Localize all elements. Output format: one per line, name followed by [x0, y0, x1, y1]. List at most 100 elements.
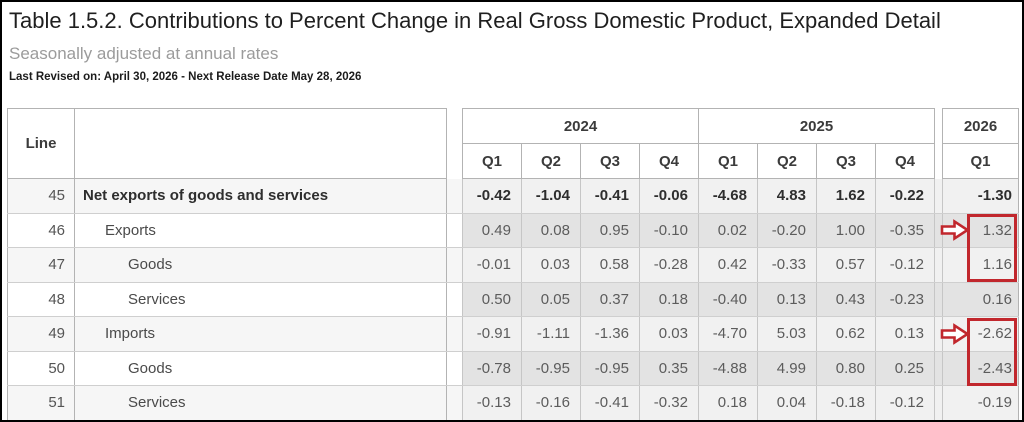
value-cell: 0.18	[639, 282, 699, 317]
value-cell: -4.88	[698, 351, 758, 386]
quarter-header: Q3	[816, 143, 876, 179]
value-cell: 4.83	[757, 178, 817, 214]
value-cell: 4.99	[757, 351, 817, 386]
column-gap	[446, 108, 463, 179]
table-body: 45 Net exports of goods and services -0.42…	[7, 178, 1019, 420]
line-number-cell: 50	[7, 351, 75, 386]
value-cell: 0.03	[639, 316, 699, 352]
value-cell: -4.70	[698, 316, 758, 352]
table-row: 46 Exports 0.49 0.08 0.95 -0.10 0.02 -0.20 1.00-…	[7, 213, 1019, 248]
value-cell: -0.33	[757, 247, 817, 283]
value-cell: 0.57	[816, 247, 876, 283]
value-cell: -0.28	[639, 247, 699, 283]
value-cell: -0.78	[462, 351, 522, 386]
quarter-header: Q3	[580, 143, 640, 179]
value-cell: -0.42	[462, 178, 522, 214]
year-header-2024: 2024	[462, 108, 699, 144]
gdp-contributions-table: Line 2024 2025 2026 Q1 Q2 Q3 Q4 Q1 Q2 Q3…	[7, 108, 1019, 420]
year-header-row: Line 2024 2025 2026	[7, 108, 1019, 179]
value-cell: -0.19	[942, 385, 1019, 420]
value-cell: 0.35	[639, 351, 699, 386]
value-cell: 0.37	[580, 282, 640, 317]
value-cell: -0.41	[580, 385, 640, 420]
value-cell: -0.13	[462, 385, 522, 420]
page-subtitle: Seasonally adjusted at annual rates	[9, 44, 279, 63]
value-cell: 0.42	[698, 247, 758, 283]
value-cell: -0.32	[639, 385, 699, 420]
value-cell: -0.10	[639, 213, 699, 248]
quarter-header: Q4	[875, 143, 935, 179]
column-gap	[446, 385, 463, 420]
value-cell: 0.49	[462, 213, 522, 248]
value-cell: 1.16	[942, 247, 1019, 283]
value-cell: -0.23	[875, 282, 935, 317]
value-cell: 0.58	[580, 247, 640, 283]
table-row: 51 Services -0.13 -0.16 -0.41 -0.32 0.18 0.04 -0…	[7, 385, 1019, 420]
quarter-header: Q1	[942, 143, 1019, 179]
line-number-cell: 48	[7, 282, 75, 317]
value-cell: -2.43	[942, 351, 1019, 386]
column-gap	[446, 351, 463, 386]
value-cell: 0.50	[462, 282, 522, 317]
value-cell: -0.35	[875, 213, 935, 248]
value-cell: -1.04	[521, 178, 581, 214]
table-row: 50 Goods -0.78 -0.95 -0.95 0.35 -4.88 4.99 0.80 0…	[7, 351, 1019, 386]
value-cell: -0.95	[580, 351, 640, 386]
quarter-header: Q1	[698, 143, 758, 179]
value-cell: 0.18	[698, 385, 758, 420]
value-cell: 0.25	[875, 351, 935, 386]
column-gap	[934, 385, 943, 420]
table-row: 45 Net exports of goods and services -0.42…	[7, 178, 1019, 214]
value-cell: 0.16	[942, 282, 1019, 317]
value-cell: 0.13	[757, 282, 817, 317]
line-number-cell: 45	[7, 178, 75, 214]
value-cell: 0.02	[698, 213, 758, 248]
value-cell: 0.62	[816, 316, 876, 352]
quarter-header: Q2	[521, 143, 581, 179]
value-cell: -0.01	[462, 247, 522, 283]
value-cell: -4.68	[698, 178, 758, 214]
value-cell: 0.05	[521, 282, 581, 317]
value-cell: -0.12	[875, 385, 935, 420]
quarter-header: Q4	[639, 143, 699, 179]
value-cell: -2.62	[942, 316, 1019, 352]
column-gap	[446, 316, 463, 352]
value-cell: -1.30	[942, 178, 1019, 214]
value-cell: -0.41	[580, 178, 640, 214]
value-cell: 0.03	[521, 247, 581, 283]
quarter-header: Q1	[462, 143, 522, 179]
value-cell: -0.16	[521, 385, 581, 420]
table-row: 48 Services 0.50 0.05 0.37 0.18 -0.40 0.13 0.43-…	[7, 282, 1019, 317]
value-cell: -0.40	[698, 282, 758, 317]
column-gap	[934, 351, 943, 386]
value-cell: 0.95	[580, 213, 640, 248]
column-gap	[934, 178, 943, 214]
row-label-cell: Imports	[74, 316, 447, 352]
value-cell: -0.18	[816, 385, 876, 420]
row-label-cell: Net exports of goods and services	[74, 178, 447, 214]
line-number-cell: 46	[7, 213, 75, 248]
value-cell: 0.80	[816, 351, 876, 386]
value-cell: -0.22	[875, 178, 935, 214]
column-gap	[934, 213, 943, 248]
column-gap	[934, 282, 943, 317]
column-gap	[934, 316, 943, 352]
year-header-2026: 2026	[942, 108, 1019, 144]
row-label-cell: Goods	[74, 351, 447, 386]
row-label-cell: Services	[74, 282, 447, 317]
column-gap	[446, 282, 463, 317]
line-column-header: Line	[7, 108, 75, 179]
value-cell: -0.12	[875, 247, 935, 283]
line-number-cell: 49	[7, 316, 75, 352]
table-row: 47 Goods -0.01 0.03 0.58 -0.28 0.42 -0.33 0.57 -0…	[7, 247, 1019, 283]
column-gap	[934, 108, 943, 179]
row-label-cell: Services	[74, 385, 447, 420]
value-cell: 1.00	[816, 213, 876, 248]
value-cell: 0.04	[757, 385, 817, 420]
column-gap	[934, 247, 943, 283]
value-cell: -0.91	[462, 316, 522, 352]
column-gap	[446, 178, 463, 214]
quarter-header-row: Q1 Q2 Q3 Q4 Q1 Q2 Q3 Q4 Q1	[8, 143, 1019, 179]
value-cell: -0.06	[639, 178, 699, 214]
